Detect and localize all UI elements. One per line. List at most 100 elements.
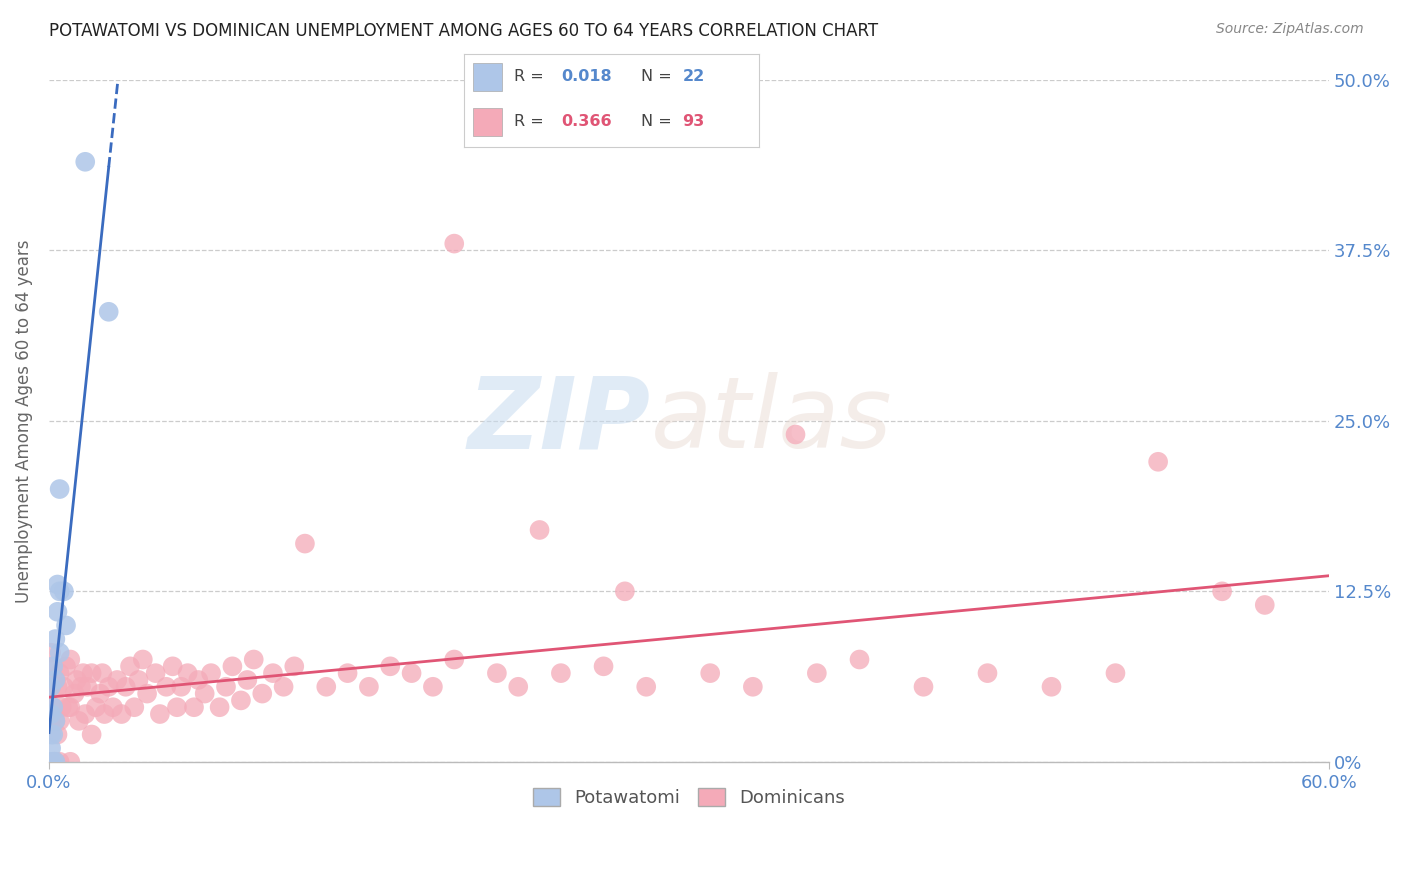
Point	[75, 154, 97, 169]
Text: ZIP: ZIP	[467, 372, 651, 469]
Point	[741, 680, 763, 694]
Point	[80, 666, 103, 681]
Point	[52, 680, 75, 694]
Text: POTAWATOMI VS DOMINICAN UNEMPLOYMENT AMONG AGES 60 TO 64 YEARS CORRELATION CHART: POTAWATOMI VS DOMINICAN UNEMPLOYMENT AMO…	[49, 22, 879, 40]
Point	[166, 700, 188, 714]
FancyBboxPatch shape	[472, 108, 502, 136]
Point	[357, 680, 380, 694]
Text: 0.366: 0.366	[561, 114, 612, 129]
Point	[1254, 598, 1277, 612]
Point	[63, 687, 86, 701]
Point	[76, 680, 98, 694]
Point	[1104, 666, 1126, 681]
Point	[46, 577, 69, 591]
Point	[39, 707, 62, 722]
Point	[44, 714, 66, 728]
Point	[97, 305, 120, 319]
Point	[51, 700, 73, 714]
Point	[529, 523, 551, 537]
Point	[42, 700, 65, 714]
Point	[485, 666, 508, 681]
Point	[44, 714, 66, 728]
Point	[59, 755, 82, 769]
Point	[1211, 584, 1233, 599]
Text: N =: N =	[641, 114, 678, 129]
Text: R =: R =	[515, 114, 550, 129]
Point	[48, 584, 70, 599]
Point	[72, 666, 94, 681]
Point	[162, 659, 184, 673]
Point	[46, 605, 69, 619]
Text: 22: 22	[682, 70, 704, 85]
Point	[44, 673, 66, 687]
Text: R =: R =	[515, 70, 550, 85]
Point	[80, 727, 103, 741]
Point	[55, 618, 77, 632]
Text: 93: 93	[682, 114, 704, 129]
Point	[252, 687, 274, 701]
Point	[200, 666, 222, 681]
Point	[699, 666, 721, 681]
Point	[48, 666, 70, 681]
Point	[283, 659, 305, 673]
Point	[39, 727, 62, 741]
Point	[273, 680, 295, 694]
Point	[550, 666, 572, 681]
Legend: Potawatomi, Dominicans: Potawatomi, Dominicans	[526, 780, 852, 814]
Point	[145, 666, 167, 681]
Point	[806, 666, 828, 681]
Point	[42, 755, 65, 769]
Point	[93, 707, 115, 722]
Point	[613, 584, 636, 599]
Point	[315, 680, 337, 694]
Point	[1147, 455, 1170, 469]
Point	[294, 536, 316, 550]
Point	[105, 673, 128, 687]
Point	[48, 714, 70, 728]
Text: atlas: atlas	[651, 372, 891, 469]
Text: 0.018: 0.018	[561, 70, 612, 85]
Text: N =: N =	[641, 70, 678, 85]
Point	[39, 755, 62, 769]
Point	[42, 659, 65, 673]
Point	[44, 632, 66, 646]
Point	[101, 700, 124, 714]
Point	[128, 673, 150, 687]
Point	[39, 680, 62, 694]
Point	[44, 755, 66, 769]
Point	[59, 700, 82, 714]
Point	[91, 666, 114, 681]
Point	[443, 652, 465, 666]
Point	[48, 482, 70, 496]
Point	[67, 714, 90, 728]
Point	[208, 700, 231, 714]
Point	[187, 673, 209, 687]
Point	[976, 666, 998, 681]
Point	[636, 680, 658, 694]
Point	[75, 707, 97, 722]
Point	[42, 700, 65, 714]
Point	[42, 755, 65, 769]
Point	[422, 680, 444, 694]
Point	[242, 652, 264, 666]
Point	[155, 680, 177, 694]
Point	[136, 687, 159, 701]
Point	[42, 727, 65, 741]
Point	[848, 652, 870, 666]
Point	[46, 727, 69, 741]
Point	[229, 693, 252, 707]
Point	[48, 646, 70, 660]
Point	[215, 680, 238, 694]
Point	[39, 741, 62, 756]
Point	[785, 427, 807, 442]
Point	[194, 687, 217, 701]
Point	[89, 687, 111, 701]
Point	[39, 680, 62, 694]
Point	[592, 659, 614, 673]
Point	[124, 700, 146, 714]
Point	[48, 755, 70, 769]
Point	[44, 673, 66, 687]
Point	[97, 680, 120, 694]
Point	[46, 680, 69, 694]
Point	[443, 236, 465, 251]
